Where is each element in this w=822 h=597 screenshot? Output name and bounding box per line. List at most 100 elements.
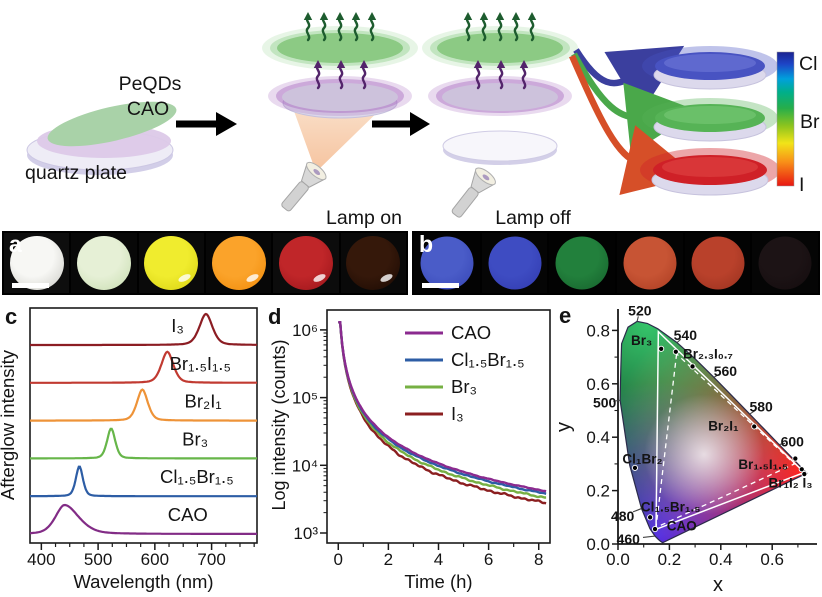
wavelength-leader [636,316,639,322]
x-tick-label: 400 [27,550,55,569]
panel-letter-e: e [559,303,571,328]
panel-letter-c: c [5,304,17,329]
halide-colorbar: Cl Br I [776,51,820,196]
sample-disk [420,236,474,290]
gamut-triangle-dashed [655,352,796,529]
wavelength-leader [779,442,786,446]
sample-photo-4 [617,233,683,293]
x-tick-label: 0.0 [606,550,630,569]
sample-photo-5 [273,233,339,293]
wavelength-leader [676,338,682,344]
peqds-emitting-disk [262,26,418,70]
spectrum-curve-2 [30,388,257,422]
cie-point-7 [631,464,639,471]
panel-b-photo-strip: b [412,231,820,295]
cao-emitting-disk-2 [428,76,572,116]
lamp-on-stack: Lamp on [262,10,418,229]
cao-emitting-disk [268,76,412,116]
glint-highlight [379,272,394,284]
decay-curve-I₃ [338,321,547,505]
sample-disk [555,236,609,290]
arrow-to-chloride [573,45,685,114]
x-tick-label: 0.2 [658,550,682,569]
white-point-glow [644,394,765,515]
cie-point-0 [658,345,665,352]
sample-stack: PeQDs CAO quartz plate [25,73,182,184]
legend-label-3: I₃ [451,403,464,424]
x-tick-label: 500 [84,550,112,569]
panel-e-cie-chart: 0.0 0.2 0.4 0.6 0.0 0.2 0.4 0.6 0.8 x y e 460 480 500 5… [555,302,817,596]
colorbar-label-br: Br [800,111,820,133]
sample-disk [623,236,677,290]
spectrum-label-5: CAO [168,504,208,525]
wavelength-leader [613,399,621,402]
x-tick-label: 8 [534,550,543,569]
arrow-to-bromide [571,52,699,154]
glint-highlight [177,272,192,284]
plot-frame [29,307,258,544]
spectral-locus-outline [619,320,808,544]
peqds-label: PeQDs [119,73,182,95]
wavelength-leader [749,410,756,415]
x-axis-title: Time (h) [404,571,472,592]
gamut-triangle-solid [655,329,806,531]
sample-photo-3 [138,233,204,293]
sample-photo-2 [481,233,548,293]
cie-point-2 [689,363,696,370]
wavelength-label-580: 580 [749,398,773,414]
panel-a-photo-strip: a [2,231,408,295]
colorbar-label-i: I [799,174,804,196]
y-tick-label: 0.0 [586,535,610,554]
x-axis-title: x [713,574,723,596]
x-tick-label: 4 [434,550,443,569]
wavelength-label-600: 600 [781,434,805,450]
decay-curve-Cl₁.₅Br₁.₅ [338,321,547,495]
lamp-on-label: Lamp on [326,207,402,229]
cie-point-label-4: Br₁I₂ I₃ [768,476,812,491]
spectrum-label-3: Br₃ [182,428,208,449]
sample-photo-6 [752,233,819,293]
spectrum-curve-3 [30,427,257,460]
spectrum-curve-1 [30,350,257,384]
sample-disk [758,236,812,290]
peqds-emitting-disk-2 [422,26,578,70]
spectrum-label-1: Br₁.₅I₁.₅ [170,353,231,374]
panel-c-spectra-chart: 400 500 600 700 Wavelength (nm) Afterglow int… [0,304,258,592]
wavelength-label-560: 560 [714,363,738,379]
colorbar-label-cl: Cl [799,53,817,75]
lamp-off-label: Lamp off [495,207,571,229]
cie-point-5 [798,466,805,473]
cao-label: CAO [127,98,169,120]
spectrum-label-4: Cl₁.₅Br₁.₅ [160,466,234,487]
y-axis-title: Afterglow intensity [0,349,18,500]
sample-disk [488,236,541,290]
cie-point-1 [672,348,679,355]
panel-d-decay-chart: 10³ 10⁴ 10⁵ 10⁶ 0 2 4 6 8 Time (h) Log intensity (… [268,304,551,592]
glass-plate [442,130,558,162]
schematic-panel: PeQDs CAO quartz plate [25,10,820,229]
sample-photo-5 [684,233,751,293]
y-tick-label: 10⁴ [292,456,318,475]
panel-b-label: b [419,231,434,257]
legend-label-2: Br₃ [451,376,477,397]
panel-a-label: a [9,231,22,257]
uv-lamp-off-icon [445,164,499,223]
cie-point-label-3: Br₁.₅I₁.₅ [738,457,788,472]
decay-curve-Br₃ [338,321,547,499]
spectrum-curve-4 [30,465,257,498]
decay-curve-CAO [338,321,547,493]
quartz-plate-label: quartz plate [25,162,127,184]
sample-disk [211,236,266,290]
x-tick-label: 0 [334,550,343,569]
y-axis-title: y [555,422,575,432]
cie-point-8 [647,514,654,521]
cie-point-label-0: Br₃ [631,333,652,348]
y-tick-label: 0.2 [586,482,610,501]
panel-letter-d: d [268,304,281,329]
chloride-emission-disk [642,46,778,90]
panel-b-scalebar [422,283,459,288]
x-tick-label: 0.4 [709,550,733,569]
plot-frame [326,309,551,544]
iodide-emission-disk [640,148,780,196]
